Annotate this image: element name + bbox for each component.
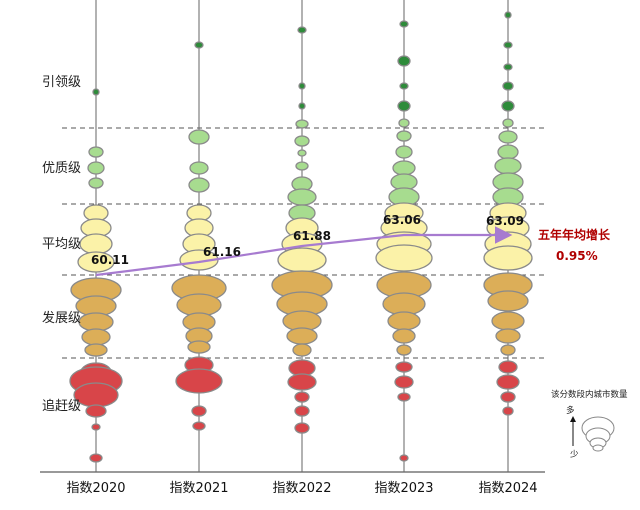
bubble [294,135,310,147]
bubble [188,129,210,145]
x-axis-labels: 指数2020 指数2021 指数2022 指数2023 指数2024 [66,481,537,496]
bubble [387,311,421,331]
avg-label-2023: 63.06 [383,213,421,227]
bubble [298,102,306,110]
bubble [501,100,515,112]
bubble [504,11,512,19]
bubble [399,454,409,462]
growth-value: 0.95% [556,249,598,263]
x-label-2022: 指数2022 [272,481,331,496]
bubble [502,406,514,416]
legend-more: 多 [566,405,575,416]
bubble [78,312,114,332]
bubble [495,328,521,344]
bubble [399,82,409,90]
bubble [91,423,101,431]
bubble [92,88,100,96]
bubble-series [69,11,533,463]
bubble [77,251,115,273]
bubble [497,144,519,160]
x-label-2024: 指数2024 [478,481,537,496]
bubble [396,130,412,142]
avg-label-2024: 63.09 [486,214,524,228]
bubble [292,343,312,357]
bubble [494,157,522,175]
bubble [395,361,413,373]
bubble [87,161,105,175]
tier-label-average: 平均级 [42,237,81,252]
tier-label-lead: 引领级 [42,75,81,90]
bubble [85,404,107,418]
avg-label-2022: 61.88 [293,229,331,243]
legend: 该分数段内城市数量 多 少 [551,389,628,460]
bubble [496,374,520,390]
legend-less: 少 [570,450,579,460]
bubble [81,328,111,346]
bubble [298,82,306,90]
tier-labels: 引领级 优质级 平均级 发展级 追赶级 [42,75,81,414]
bubble [394,375,414,389]
bubble [399,20,409,28]
bubble [487,290,529,312]
bubble [398,118,410,128]
bubble [194,41,204,49]
bubble [502,81,514,91]
bubble [286,327,318,345]
bubble [295,119,309,129]
average-trend-line [95,226,513,277]
bubble [397,55,411,67]
bubble [502,118,514,128]
growth-title: 五年年均增长 [538,227,611,242]
tier-label-catchup: 追赶级 [42,398,81,414]
bubble [294,422,310,434]
bubble [392,328,416,344]
bubble [491,311,525,331]
bubble [191,405,207,417]
bubble [287,373,317,391]
bubble [175,368,223,394]
x-label-2020: 指数2020 [66,481,125,496]
bubble [287,188,317,206]
bubble [503,41,513,49]
bubble [89,453,103,463]
bubble [498,130,518,144]
bubble [297,149,307,157]
legend-bubble-tiny [592,444,604,452]
bubble [84,343,108,357]
bubble [375,244,433,272]
bubble [188,177,210,193]
bubble [88,177,104,189]
legend-title: 该分数段内城市数量 [551,389,628,400]
x-label-2023: 指数2023 [374,481,433,496]
bubble [397,100,411,112]
bubble [88,146,104,158]
bubble [396,344,412,356]
bubble [79,233,113,255]
avg-label-2021: 61.16 [203,245,241,259]
bubble [187,340,211,354]
trend-line [95,226,513,277]
bubble [295,161,309,171]
bubble [294,391,310,403]
average-labels: 60.11 61.16 61.88 63.06 63.09 [91,213,524,267]
bubble [500,344,516,356]
bubble [189,161,209,175]
bubble [277,247,327,273]
bubble [483,245,533,271]
bubble [395,145,413,159]
tier-label-quality: 优质级 [42,161,81,176]
legend-arrow-head [570,416,576,422]
bubble [397,392,411,402]
bubble [498,360,518,374]
bubble [500,391,516,403]
x-label-2021: 指数2021 [169,481,228,496]
bubble [392,160,416,176]
avg-label-2020: 60.11 [91,253,129,267]
bubble [294,405,310,417]
tier-label-develop: 发展级 [42,310,81,326]
bubble [503,63,513,71]
bubble [192,421,206,431]
bubble [297,26,307,34]
